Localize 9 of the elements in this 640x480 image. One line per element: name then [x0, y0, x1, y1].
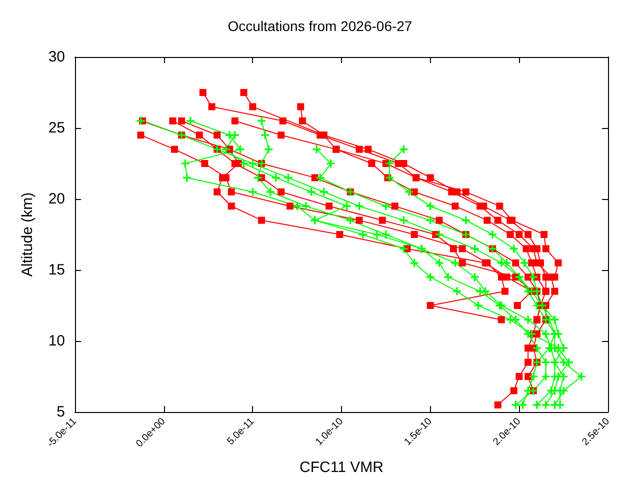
y-axis-title: Altitude (km)	[19, 192, 36, 277]
y-tick-label: 20	[48, 190, 65, 208]
y-tick-label: 15	[48, 262, 65, 278]
y-tick-label: 30	[48, 48, 65, 66]
y-tick-label: 5	[56, 404, 65, 420]
chart-title: Occultations from 2026-06-27	[228, 18, 412, 34]
x-axis-title: CFC11 VMR	[300, 459, 384, 476]
y-tick-label: 25	[48, 120, 65, 136]
y-tick-label: 10	[48, 332, 65, 350]
